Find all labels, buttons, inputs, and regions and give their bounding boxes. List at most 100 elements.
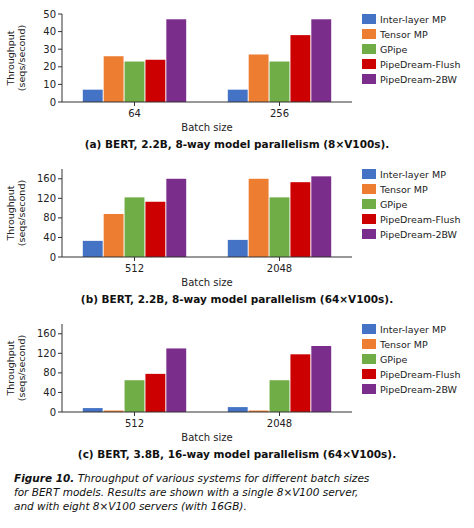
y-tick xyxy=(58,257,62,258)
chart-panel: 040801201605122048Batch sizeThroughput(s… xyxy=(5,324,461,461)
y-tick-label: 0 xyxy=(50,97,56,108)
bar xyxy=(228,240,248,257)
y-tick xyxy=(58,333,62,334)
legend-swatch xyxy=(362,229,376,239)
legend-label: Tensor MP xyxy=(379,29,428,40)
bar xyxy=(290,35,310,102)
bar xyxy=(270,62,290,102)
y-tick xyxy=(58,14,62,15)
legend-swatch xyxy=(362,384,376,394)
x-axis-line xyxy=(62,412,352,413)
x-tick-label: 64 xyxy=(128,108,141,119)
legend-swatch xyxy=(362,339,376,349)
x-axis-label: Batch size xyxy=(181,432,232,443)
y-tick xyxy=(58,217,62,218)
bar xyxy=(249,179,269,257)
x-tick-label: 2048 xyxy=(267,263,292,274)
x-tick xyxy=(279,102,280,106)
y-axis-label-line: Throughput xyxy=(5,185,16,241)
bar xyxy=(125,62,145,102)
y-axis-label-line: Throughput xyxy=(5,30,16,86)
legend-swatch xyxy=(362,214,376,224)
y-tick xyxy=(58,84,62,85)
x-axis-line xyxy=(62,102,352,103)
legend-label: GPipe xyxy=(380,199,408,210)
bar xyxy=(228,90,248,102)
x-tick xyxy=(279,412,280,416)
chart-caption: (b) BERT, 2.2B, 8-way model parallelism … xyxy=(81,293,393,305)
legend-label: Tensor MP xyxy=(379,184,428,195)
chart-caption: (c) BERT, 3.8B, 16-way model parallelism… xyxy=(78,448,396,460)
bar xyxy=(145,202,165,257)
y-tick xyxy=(58,102,62,103)
bars xyxy=(83,19,331,102)
legend-label: GPipe xyxy=(380,44,408,55)
y-tick xyxy=(58,237,62,238)
bar xyxy=(145,60,165,102)
bar xyxy=(311,19,331,102)
bar xyxy=(270,380,290,412)
y-tick-label: 40 xyxy=(43,26,56,37)
bar xyxy=(249,54,269,102)
y-tick-label: 120 xyxy=(37,348,56,359)
y-tick-label: 80 xyxy=(43,212,56,223)
legend-label: PipeDream-Flush xyxy=(380,214,461,225)
bars xyxy=(83,346,331,412)
legend-label: PipeDream-2BW xyxy=(380,384,458,395)
legend-swatch xyxy=(362,324,376,334)
bar xyxy=(125,380,145,412)
legend-label: GPipe xyxy=(380,354,408,365)
legend-label: Tensor MP xyxy=(379,339,428,350)
bar xyxy=(311,346,331,412)
legend-swatch xyxy=(362,354,376,364)
figure: 0102030405064256Batch sizeThroughput(seq… xyxy=(0,0,474,528)
legend-label: PipeDream-2BW xyxy=(380,229,458,240)
bar xyxy=(125,197,145,257)
y-tick xyxy=(58,372,62,373)
figure-caption-line: for BERT models. Results are shown with … xyxy=(14,486,358,498)
y-tick xyxy=(58,412,62,413)
legend-swatch xyxy=(362,74,376,84)
legend: Inter-layer MP Tensor MP GPipe PipeDream-Fl… xyxy=(362,169,461,240)
legend-swatch xyxy=(362,44,376,54)
bar xyxy=(104,214,124,257)
bars xyxy=(83,176,331,257)
chart-panel: 0102030405064256Batch sizeThroughput(seq… xyxy=(5,9,461,151)
y-axis-line xyxy=(62,169,63,257)
y-tick-label: 50 xyxy=(43,9,56,20)
figure-caption-label: Figure 10. xyxy=(14,472,74,484)
y-tick-label: 20 xyxy=(43,61,56,72)
y-tick-label: 40 xyxy=(43,232,56,243)
y-tick xyxy=(58,392,62,393)
legend: Inter-layer MPTensor MPGPipePipeDream-Fl… xyxy=(362,324,461,395)
y-axis-label-line: (seqs/second) xyxy=(16,335,27,401)
bar xyxy=(83,241,103,257)
x-axis-line xyxy=(62,257,352,258)
legend-swatch xyxy=(362,169,376,179)
legend-label: PipeDream-2BW xyxy=(380,74,458,85)
figure-caption-line: and with eight 8×V100 servers (with 16GB… xyxy=(14,500,247,512)
figure-caption-text: Throughput of various systems for differ… xyxy=(14,472,370,512)
legend-label: Inter-layer MP xyxy=(380,169,446,180)
legend-swatch xyxy=(362,14,376,24)
y-axis-label: Throughput(seqs/second) xyxy=(5,180,27,246)
legend-label: PipeDream-Flush xyxy=(380,59,461,70)
y-axis-label-line: (seqs/second) xyxy=(16,180,27,246)
bar xyxy=(228,407,248,412)
background xyxy=(0,0,474,528)
x-tick xyxy=(134,412,135,416)
y-axis-line xyxy=(62,324,63,412)
y-axis-label-line: Throughput xyxy=(5,340,16,396)
x-tick xyxy=(134,102,135,106)
y-axis-line xyxy=(62,14,63,102)
y-axis-label: Throughput(seqs/second) xyxy=(5,25,27,91)
legend-swatch xyxy=(362,184,376,194)
chart-caption: (a) BERT, 2.2B, 8-way model parallelism … xyxy=(85,138,390,150)
x-tick-label: 256 xyxy=(270,108,289,119)
y-tick xyxy=(58,198,62,199)
bar xyxy=(166,348,186,412)
y-tick-label: 10 xyxy=(43,79,56,90)
legend-swatch xyxy=(362,369,376,379)
x-tick xyxy=(134,257,135,261)
x-tick xyxy=(279,257,280,261)
